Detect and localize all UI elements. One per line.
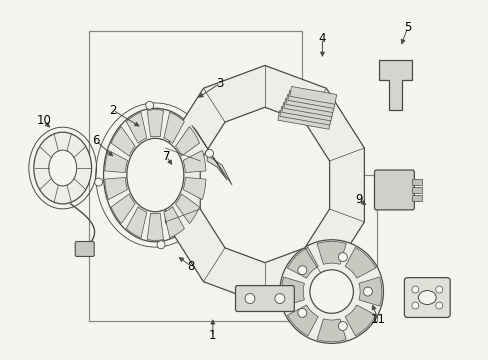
Text: 10: 10: [36, 114, 51, 127]
Ellipse shape: [34, 132, 91, 204]
Polygon shape: [111, 127, 135, 156]
Ellipse shape: [417, 291, 435, 305]
Bar: [283, 99, 333, 117]
Circle shape: [309, 270, 353, 313]
Ellipse shape: [103, 108, 207, 242]
Polygon shape: [147, 213, 163, 240]
Polygon shape: [345, 305, 375, 336]
FancyBboxPatch shape: [75, 242, 94, 256]
Polygon shape: [183, 150, 205, 172]
Polygon shape: [163, 112, 184, 143]
Text: 9: 9: [354, 193, 362, 206]
Polygon shape: [104, 177, 127, 200]
Polygon shape: [165, 66, 364, 305]
Polygon shape: [104, 150, 127, 172]
Polygon shape: [345, 247, 375, 278]
Text: 6: 6: [92, 134, 100, 147]
Bar: [287, 90, 335, 108]
Polygon shape: [287, 305, 318, 336]
Bar: [285, 94, 334, 113]
Circle shape: [411, 302, 418, 309]
FancyBboxPatch shape: [404, 278, 449, 318]
Text: 2: 2: [109, 104, 117, 117]
Circle shape: [297, 266, 306, 275]
Circle shape: [435, 286, 442, 293]
Polygon shape: [316, 319, 346, 342]
Circle shape: [95, 178, 102, 186]
Ellipse shape: [126, 138, 183, 212]
Ellipse shape: [49, 150, 77, 186]
Circle shape: [411, 286, 418, 293]
Circle shape: [244, 293, 254, 303]
Text: 7: 7: [163, 150, 170, 163]
Polygon shape: [200, 107, 329, 263]
Circle shape: [205, 149, 213, 157]
Bar: [411, 187, 422, 193]
Polygon shape: [175, 127, 199, 156]
Polygon shape: [358, 277, 381, 306]
Bar: [279, 107, 331, 125]
Circle shape: [338, 253, 346, 262]
Polygon shape: [287, 247, 318, 278]
Polygon shape: [183, 177, 205, 200]
Polygon shape: [126, 112, 146, 143]
Circle shape: [297, 309, 306, 318]
FancyBboxPatch shape: [235, 285, 294, 311]
Polygon shape: [316, 241, 346, 264]
Polygon shape: [126, 207, 146, 238]
Bar: [281, 103, 332, 121]
Circle shape: [338, 321, 346, 330]
Polygon shape: [163, 207, 184, 238]
Bar: [411, 195, 422, 201]
Text: 8: 8: [187, 260, 194, 273]
FancyBboxPatch shape: [374, 170, 413, 210]
Circle shape: [274, 293, 285, 303]
Polygon shape: [281, 277, 304, 306]
Circle shape: [279, 240, 383, 343]
Polygon shape: [147, 110, 163, 137]
Circle shape: [157, 241, 164, 249]
Bar: [277, 111, 330, 129]
Polygon shape: [379, 60, 411, 110]
Text: 1: 1: [209, 329, 216, 342]
Polygon shape: [175, 194, 199, 224]
Text: 5: 5: [403, 21, 410, 34]
Text: 11: 11: [370, 313, 385, 327]
Polygon shape: [111, 194, 135, 224]
Circle shape: [145, 101, 153, 109]
Bar: [411, 179, 422, 185]
Text: 4: 4: [318, 32, 325, 45]
Text: 3: 3: [216, 77, 224, 90]
Polygon shape: [191, 125, 232, 185]
Circle shape: [363, 287, 372, 296]
Bar: [289, 86, 336, 104]
Circle shape: [435, 302, 442, 309]
